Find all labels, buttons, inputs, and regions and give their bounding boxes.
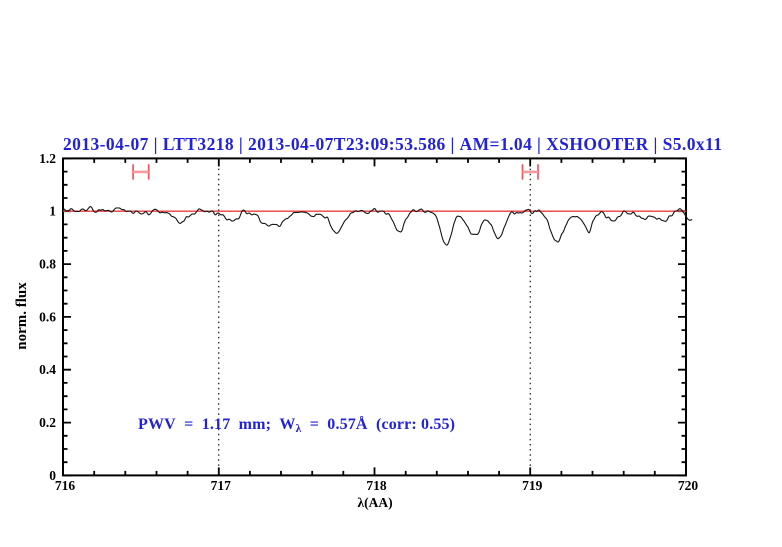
svg-text:PWV = 1.17 mm; Wλ = 0.57: PWV = 1.17 mm; Wλ = 0.57Å (corr: 0.55) [138, 415, 455, 435]
svg-text:norm. flux: norm. flux [14, 282, 30, 350]
svg-text:2013-04-07 | LTT3218 | 2013-04: 2013-04-07 | LTT3218 | 2013-04-07T23:09:… [63, 134, 722, 154]
svg-text:716: 716 [55, 478, 76, 493]
svg-text:1.2: 1.2 [39, 151, 56, 166]
svg-text:0.8: 0.8 [39, 257, 56, 272]
svg-text:0.2: 0.2 [39, 415, 56, 430]
svg-text:0.6: 0.6 [39, 309, 56, 324]
svg-text:0.4: 0.4 [39, 362, 56, 377]
svg-text:1: 1 [49, 204, 56, 219]
svg-text:717: 717 [211, 478, 232, 493]
svg-text:0: 0 [49, 468, 56, 483]
svg-text:720: 720 [678, 478, 699, 493]
svg-text:718: 718 [366, 478, 387, 493]
svg-text:λ(AA): λ(AA) [357, 495, 392, 510]
svg-text:719: 719 [522, 478, 543, 493]
